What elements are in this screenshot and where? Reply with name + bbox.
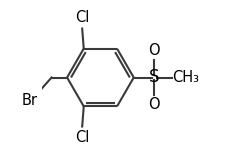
Text: Br: Br [22,93,38,108]
Text: O: O [148,43,160,58]
Text: O: O [148,97,160,112]
Text: Cl: Cl [75,130,89,145]
Text: S: S [149,69,159,86]
Text: Cl: Cl [75,10,89,25]
Text: CH₃: CH₃ [173,70,199,85]
